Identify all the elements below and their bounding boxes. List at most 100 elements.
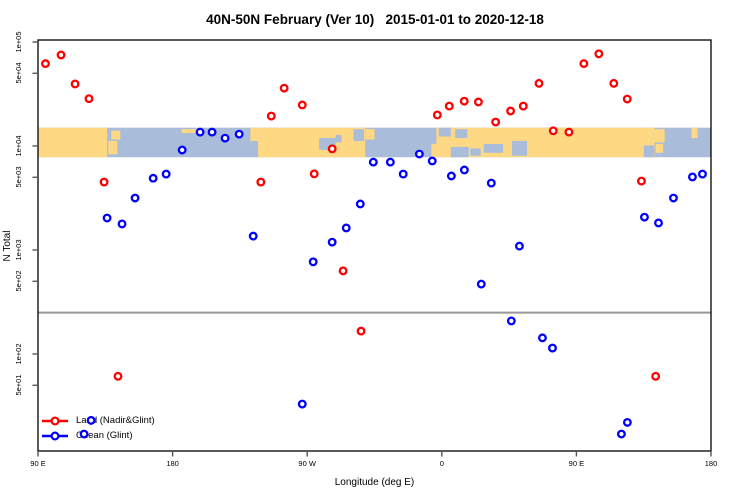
legend: Land (Nadir&Glint) Ocean (Glint): [42, 413, 155, 443]
ocean-data-point: [476, 279, 486, 289]
ocean-data-point: [506, 316, 516, 326]
ocean-data-point: [368, 157, 378, 167]
land-data-point: [564, 127, 574, 137]
ocean-data-point: [622, 417, 632, 427]
ocean-data-point: [427, 156, 437, 166]
ocean-data-point: [669, 193, 678, 203]
map-band-island: [654, 129, 665, 143]
legend-label-land: Land (Nadir&Glint): [76, 415, 155, 426]
land-data-point: [297, 100, 307, 110]
land-data-point: [518, 101, 528, 111]
map-band-land-segment: [258, 127, 366, 158]
map-band-lake: [455, 129, 468, 139]
ocean-data-point: [161, 169, 171, 179]
ocean-data-point: [688, 172, 697, 182]
ocean-data-point: [130, 193, 140, 203]
ocean-data-point: [102, 213, 112, 223]
ocean-data-point: [459, 165, 469, 175]
legend-label-ocean: Ocean (Glint): [76, 430, 133, 441]
map-band-island: [108, 140, 118, 155]
land-data-point: [327, 144, 337, 154]
map-band-ocean: [38, 127, 711, 158]
ocean-data-point: [514, 241, 524, 251]
land-data-point: [444, 101, 454, 111]
ocean-data-point: [398, 169, 408, 179]
map-band-island: [181, 129, 200, 134]
ocean-data-point: [220, 133, 230, 143]
x-tick-label: 0: [439, 459, 444, 468]
ocean-data-point: [327, 237, 337, 247]
map-band-lake: [643, 145, 655, 158]
map-band-lake: [335, 135, 342, 143]
land-data-point: [266, 111, 276, 121]
map-band-lake: [450, 146, 469, 158]
land-data-point: [338, 266, 348, 276]
ocean-data-point: [538, 333, 547, 343]
land-data-point: [579, 59, 589, 69]
map-band-lake: [512, 140, 528, 156]
ocean-data-point: [446, 171, 456, 181]
land-data-point: [279, 83, 289, 93]
ocean-data-point: [486, 178, 496, 188]
land-data-point: [459, 96, 469, 106]
land-series-symbol: [42, 415, 68, 426]
legend-item-ocean: Ocean (Glint): [42, 428, 155, 443]
x-axis-title: Longitude (deg E): [334, 477, 415, 488]
ocean-data-point: [177, 145, 187, 155]
y-tick-label: 5e+01: [14, 374, 23, 396]
map-band-island: [691, 127, 698, 139]
ocean-data-point: [148, 173, 158, 183]
land-data-point: [651, 371, 661, 381]
ocean-data-point: [654, 218, 663, 228]
land-data-point: [356, 326, 366, 336]
land-data-point: [84, 94, 94, 104]
legend-item-land: Land (Nadir&Glint): [42, 413, 155, 428]
land-data-point: [309, 169, 319, 179]
land-data-point: [99, 177, 109, 187]
ocean-data-point: [207, 127, 217, 137]
x-tick-label: 90 E: [568, 459, 585, 468]
ocean-data-point: [195, 127, 205, 137]
x-tick-label: 90 E: [30, 459, 46, 468]
land-data-point: [622, 94, 632, 104]
x-tick-label: 180: [166, 459, 179, 468]
ocean-data-point: [308, 257, 318, 267]
ocean-series-symbol: [42, 430, 68, 441]
land-data-point: [548, 126, 558, 136]
y-tick-label: 5e+04: [14, 62, 23, 84]
land-data-point: [113, 371, 123, 381]
land-data-point: [70, 79, 80, 89]
map-band-lake: [470, 148, 481, 156]
ocean-data-point: [616, 429, 626, 439]
land-data-point: [534, 78, 544, 88]
x-tick-label: 180: [704, 459, 718, 468]
ocean-data-point: [385, 157, 395, 167]
land-data-point: [594, 49, 604, 59]
map-band-island: [655, 143, 664, 153]
ocean-data-point: [698, 169, 707, 179]
plot-frame: [37, 39, 712, 452]
y-axis-title: N Total: [2, 230, 13, 262]
land-data-point: [473, 97, 483, 107]
land-data-point: [56, 50, 66, 60]
map-band-lake: [319, 138, 336, 150]
land-data-point: [41, 59, 50, 69]
ocean-data-point: [248, 231, 258, 241]
ocean-data-point: [548, 343, 557, 353]
map-band-land-segment: [436, 127, 655, 158]
ocean-data-point: [355, 199, 365, 209]
ocean-data-point: [341, 223, 351, 233]
land-data-point: [491, 117, 501, 127]
land-data-point: [637, 176, 646, 186]
ocean-data-point: [117, 219, 127, 229]
y-tick-label: 5e+03: [14, 166, 23, 188]
map-band-land-segment: [38, 127, 108, 158]
land-data-point: [256, 177, 266, 187]
land-data-point: [609, 78, 619, 88]
y-tick-label: 5e+02: [14, 270, 23, 292]
ocean-data-point: [639, 212, 649, 222]
map-band-island: [111, 130, 121, 140]
ocean-data-point: [297, 399, 307, 409]
map-band-lake: [483, 143, 504, 153]
